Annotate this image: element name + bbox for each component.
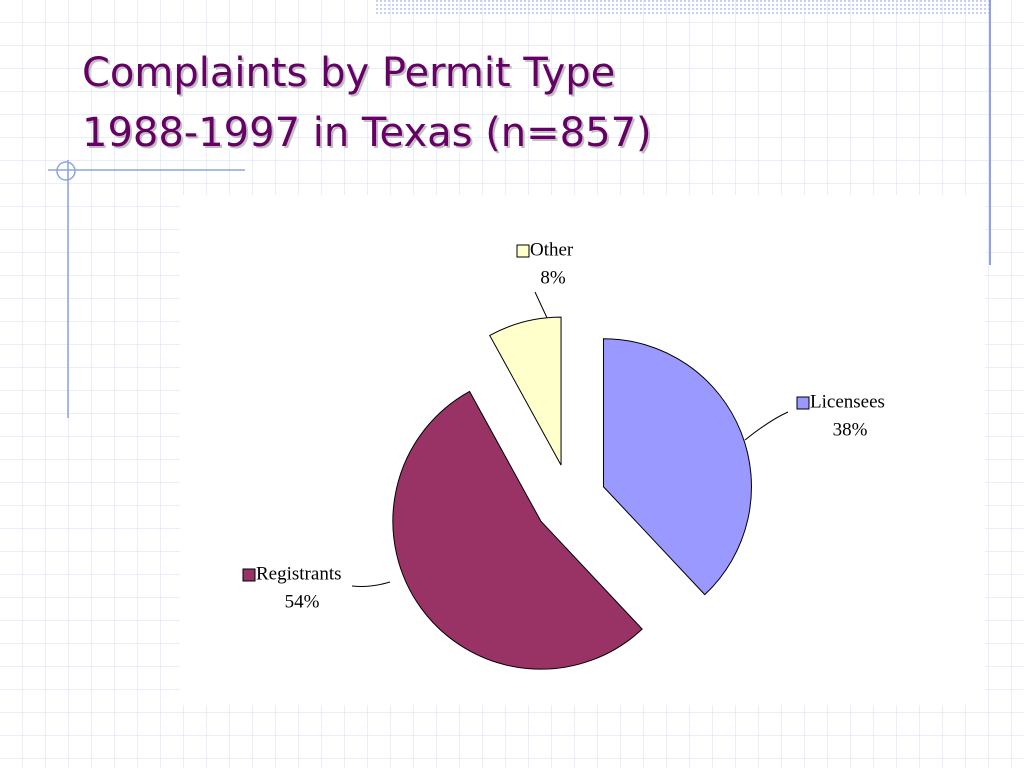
- slice-value-label: 54%: [285, 591, 320, 612]
- slice-label: Licensees: [810, 391, 885, 412]
- slice-value-label: 38%: [833, 419, 868, 440]
- slice-value-label: 8%: [540, 267, 566, 288]
- leader-line: [744, 411, 789, 441]
- decor-circle: [56, 161, 76, 181]
- pie-slice: [602, 338, 752, 596]
- title-line: 1988-1997 in Texas (n=857): [82, 110, 652, 156]
- legend-swatch: [796, 396, 810, 410]
- slice-label: Other: [530, 239, 574, 260]
- title-shadow: Complaints by Permit Type: [84, 52, 617, 98]
- slice-label: Registrants: [256, 563, 342, 584]
- title-shadow: 1988-1997 in Texas (n=857): [84, 112, 654, 158]
- pie-slice: [392, 390, 643, 670]
- legend-swatch: [242, 568, 256, 582]
- top-strip: [375, 0, 990, 15]
- legend-swatch: [516, 244, 530, 258]
- leader-line: [534, 291, 549, 321]
- title-line: Complaints by Permit Type: [82, 50, 615, 96]
- pie-slice: [489, 316, 562, 466]
- leader-line: [351, 581, 391, 587]
- chart-title: Complaints by Permit Type 1988-1997 in T…: [82, 50, 654, 158]
